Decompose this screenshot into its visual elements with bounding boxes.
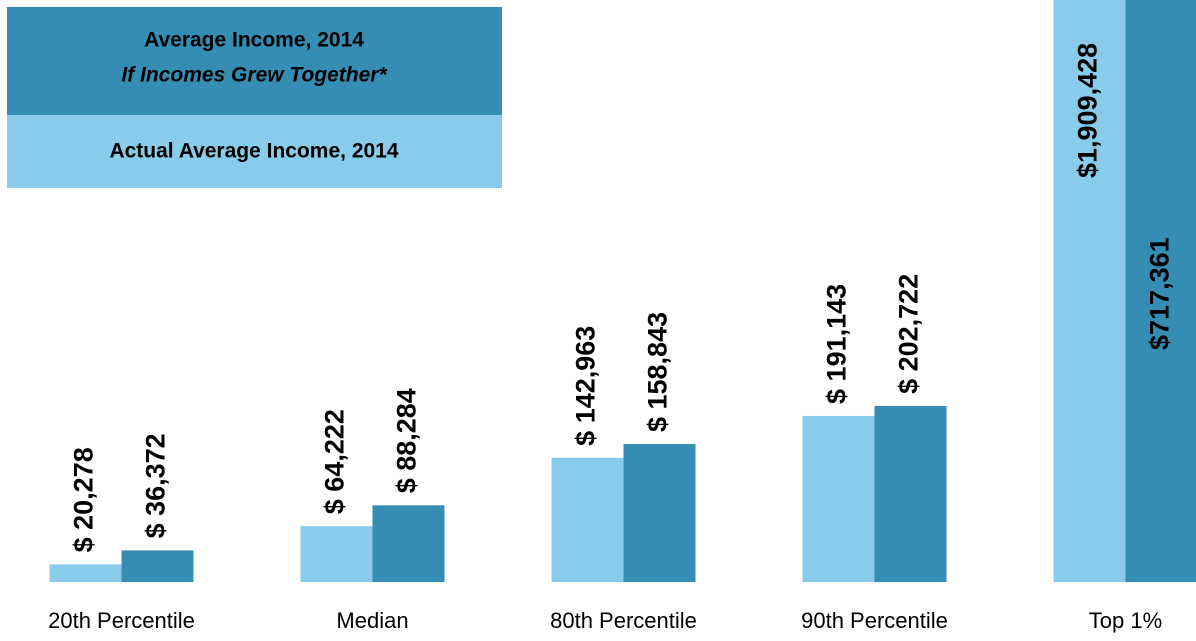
bar — [121, 550, 194, 582]
data-label: $ 191,143 — [822, 284, 852, 404]
plot-area — [49, 0, 1196, 582]
data-label: $ 64,222 — [320, 409, 350, 514]
legend: Average Income, 2014 If Incomes Grew Tog… — [7, 7, 502, 188]
data-label: $ 158,843 — [643, 312, 673, 432]
bar — [874, 405, 947, 582]
bar — [1125, 0, 1196, 582]
data-label: $1,909,428 — [1073, 43, 1103, 178]
data-label: $ 88,284 — [392, 388, 422, 493]
bar — [551, 457, 624, 582]
x-tick-label: Median — [336, 608, 408, 633]
data-label: $ 202,722 — [894, 274, 924, 394]
legend-label: Actual Average Income, 2014 — [109, 140, 398, 163]
data-label: $ 20,278 — [69, 447, 99, 552]
bar — [372, 505, 445, 582]
legend-label: Average Income, 2014 — [144, 29, 364, 52]
x-tick-label: 90th Percentile — [801, 608, 948, 633]
data-label: $717,361 — [1145, 237, 1175, 350]
bar — [623, 444, 696, 582]
x-tick-label: 20th Percentile — [48, 608, 195, 633]
bar — [802, 415, 875, 582]
bar — [1053, 0, 1126, 582]
legend-note: If Incomes Grew Together* — [121, 64, 387, 87]
data-label: $ 36,372 — [141, 433, 171, 538]
bar — [49, 564, 122, 582]
x-tick-label: 80th Percentile — [550, 608, 697, 633]
data-label: $ 142,963 — [571, 326, 601, 446]
legend-swatch — [7, 115, 502, 188]
labels: 20th Percentile $ 20,278 $ 36,372 Median $ 6… — [48, 43, 1175, 633]
bar — [300, 526, 373, 582]
x-tick-label: Top 1% — [1089, 608, 1162, 633]
legend-swatch — [7, 7, 502, 115]
